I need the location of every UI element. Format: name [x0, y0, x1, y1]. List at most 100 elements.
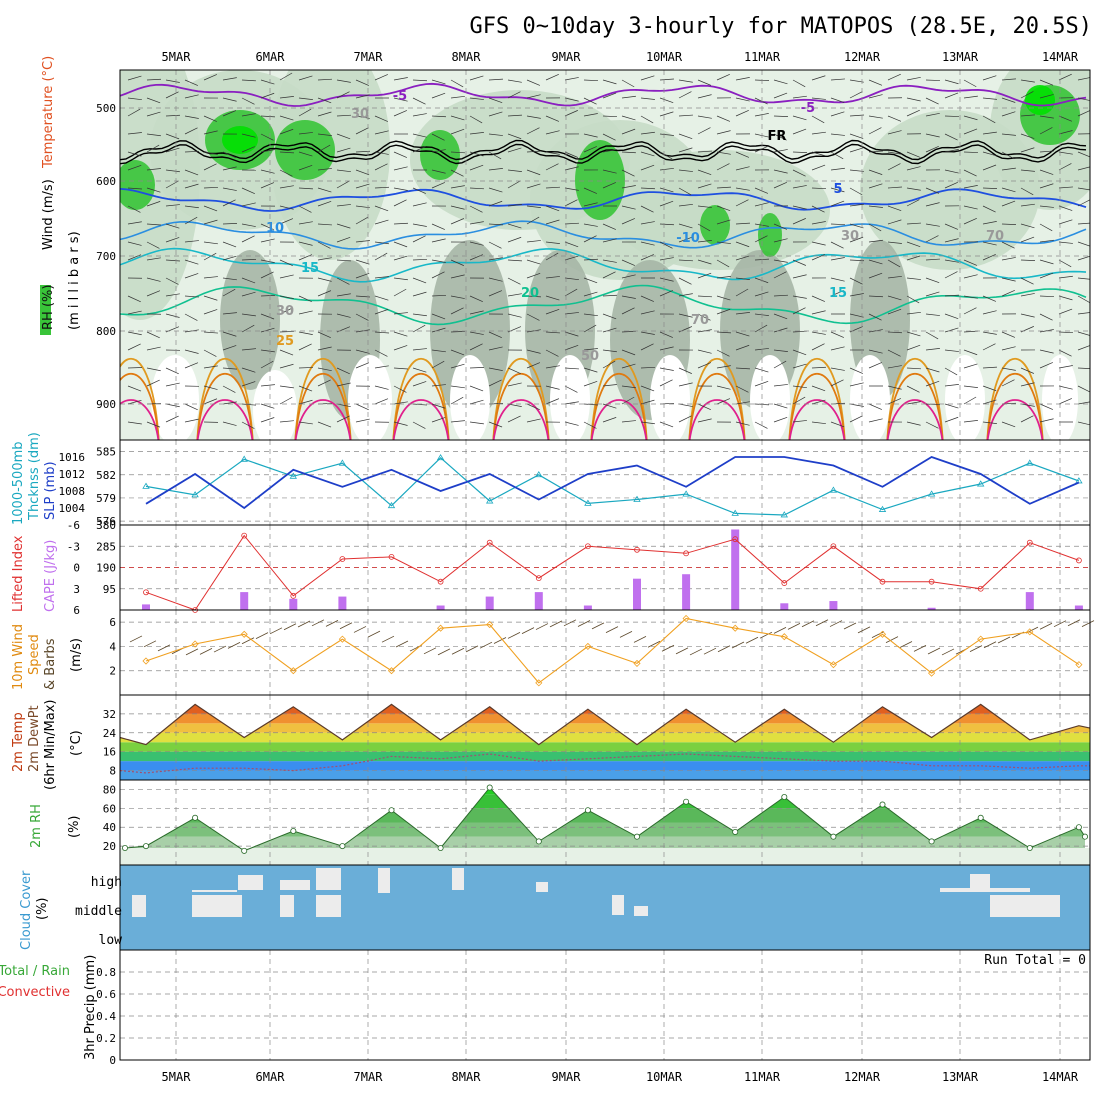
upper-wind-barb	[773, 115, 789, 117]
upper-wind-barb	[602, 259, 617, 263]
upper-wind-barb	[754, 187, 769, 194]
upper-wind-barb	[564, 401, 579, 405]
upper-wind-barb	[165, 277, 179, 285]
cloud-high-block	[452, 868, 464, 890]
upper-wind-barb	[127, 385, 142, 392]
upper-wind-barb	[697, 239, 712, 243]
upper-wind-barb	[1039, 349, 1054, 354]
upper-wind-barb	[925, 235, 939, 243]
cloud-high-block	[970, 874, 990, 890]
upper-wind-barb	[1001, 346, 1016, 351]
upper-wind-barb	[811, 131, 826, 135]
pressure-tick-label: 500	[96, 102, 116, 115]
thickness-point	[485, 497, 494, 504]
isotherm-5	[120, 188, 1087, 212]
rh-band	[125, 836, 1085, 848]
upper-wind-barb	[1001, 290, 1015, 297]
upper-wind-barb	[545, 151, 560, 155]
isotherm-arch	[788, 372, 846, 440]
upper-wind-barb	[545, 74, 559, 81]
upper-wind-barb	[317, 78, 332, 81]
upper-wind-barb	[488, 379, 502, 387]
thickness-point	[682, 490, 690, 497]
upper-wind-barb	[868, 313, 882, 321]
upper-wind-barb	[450, 115, 465, 121]
upper-wind-barb	[982, 343, 996, 351]
upper-wind-barb	[1058, 163, 1072, 171]
upper-wind-barb	[849, 277, 863, 285]
upper-wind-barb	[1001, 151, 1015, 160]
rh-point	[241, 847, 248, 854]
upper-wind-barb	[887, 365, 902, 369]
rh-blob	[700, 205, 730, 245]
wind-speed-point	[1026, 628, 1034, 636]
upper-wind-barb	[1039, 169, 1054, 175]
rh-blob	[758, 213, 782, 257]
upper-wind-barb	[849, 169, 864, 172]
lifted-index-cape-panel: -6 -3 0 3 6 380 285 190 95	[67, 519, 1091, 617]
upper-wind-barb	[887, 295, 902, 301]
upper-wind-barb	[944, 349, 959, 352]
upper-wind-barb	[488, 290, 503, 297]
upper-wind-barb	[659, 241, 673, 249]
upper-wind-barb	[127, 331, 142, 336]
upper-wind-barb	[659, 346, 674, 351]
upper-wind-barb	[773, 313, 788, 320]
wind-barb	[927, 647, 941, 655]
temp-label2: 2m DewPt	[27, 705, 42, 772]
upper-wind-barb	[564, 255, 579, 261]
upper-wind-barb	[336, 367, 350, 375]
cape-bar	[583, 605, 592, 610]
top-date-label: 10MAR	[646, 50, 683, 64]
upper-wind-barb	[526, 94, 541, 99]
thickness-point	[191, 491, 199, 498]
upper-wind-barb	[678, 382, 693, 387]
upper-wind-barb	[1039, 259, 1054, 265]
upper-wind-barb	[716, 241, 731, 244]
lifted-index-point	[977, 585, 984, 592]
upper-wind-barb	[602, 403, 617, 409]
upper-wind-barb	[925, 145, 939, 153]
upper-wind-barb	[868, 239, 883, 243]
cloud-middle-block	[990, 895, 1060, 917]
cape-bar	[240, 592, 249, 610]
upper-wind-barb	[355, 150, 370, 153]
upper-wind-barb	[1058, 186, 1073, 189]
upper-wind-barb	[564, 222, 579, 225]
upper-wind-barb	[146, 187, 161, 193]
isotherm-arch	[986, 358, 1044, 440]
upper-wind-barb	[1058, 151, 1073, 155]
upper-wind-barb	[355, 349, 370, 354]
upper-wind-barb	[507, 313, 522, 318]
top-date-label: 5MAR	[162, 50, 192, 64]
upper-wind-barb	[355, 240, 370, 243]
bottom-date-label: 12MAR	[844, 1070, 881, 1084]
thickness-tick-label: 576	[96, 515, 116, 528]
wind-barb	[591, 622, 605, 630]
temp-tick-label: 8	[109, 765, 116, 778]
upper-wind-barb	[374, 186, 389, 189]
upper-wind-barb	[944, 259, 959, 263]
rh-point	[683, 798, 690, 805]
upper-wind-barb	[925, 223, 940, 227]
upper-wind-barb	[374, 205, 389, 212]
upper-wind-barb	[469, 164, 484, 171]
upper-wind-barb	[621, 330, 636, 333]
upper-wind-barb	[431, 403, 446, 409]
upper-wind-barb	[982, 366, 997, 369]
thickness-point	[387, 501, 396, 509]
upper-wind-barb	[602, 92, 617, 99]
upper-wind-barb	[678, 133, 693, 140]
upper-wind-barb	[450, 185, 465, 189]
isotherm-arch	[120, 399, 160, 440]
upper-wind-barb	[412, 348, 427, 351]
upper-wind-barb	[298, 367, 314, 369]
upper-wind-barb	[906, 241, 921, 248]
thickness-point	[829, 486, 838, 493]
upper-wind-barb	[431, 182, 446, 189]
upper-wind-barb	[887, 398, 902, 405]
upper-wind-barb	[925, 313, 940, 316]
wind-barb	[311, 619, 325, 627]
upper-wind-barb	[583, 258, 598, 261]
upper-rh-label: RH (%)	[41, 285, 56, 330]
